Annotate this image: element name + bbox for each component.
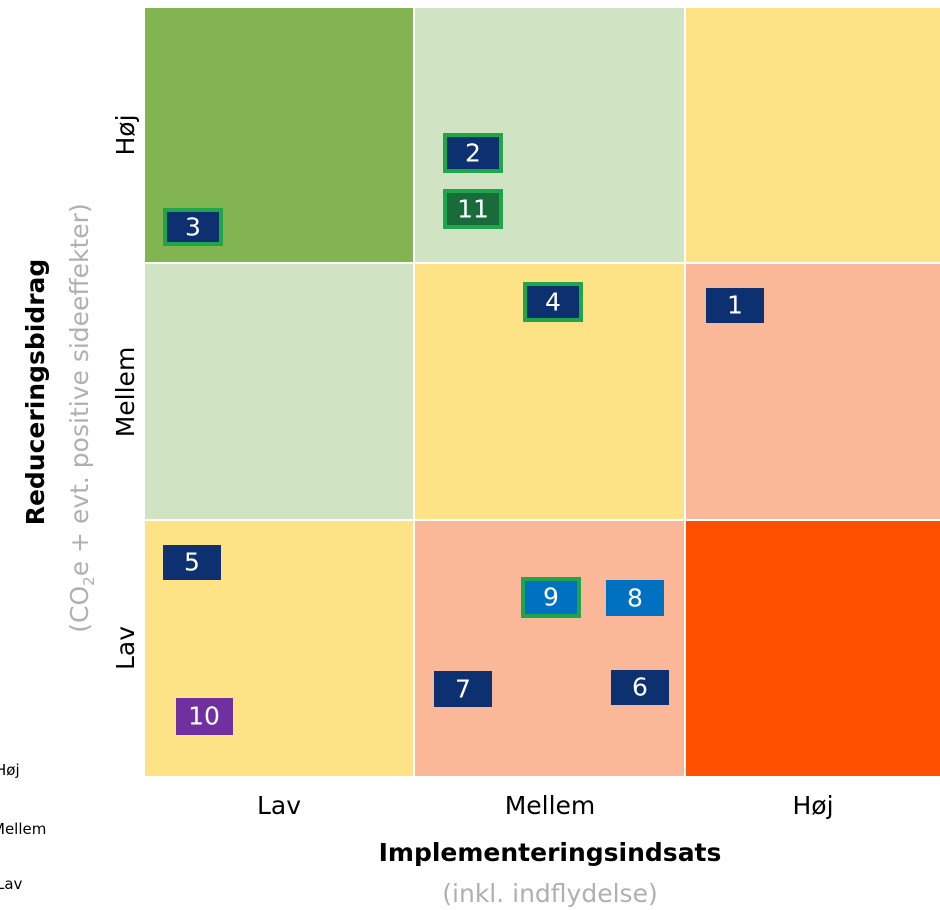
text: (CO [65,586,94,633]
box-label: 3 [185,213,201,242]
legend-text: Mellem [0,820,46,838]
box [176,698,233,735]
box [706,288,764,323]
text: e + evt. positive sideeffekter) [65,203,94,576]
x-title: Implementeringsindsats [379,838,722,867]
y-axis: Høj Mellem Lav Reduceringsbidrag (CO2e +… [21,114,140,670]
box-label: 7 [455,675,471,704]
box [443,189,503,229]
box [163,208,223,246]
box-label: 9 [543,583,559,612]
legend-text: Lav [0,875,23,893]
box-label: 8 [627,584,643,613]
cell [415,521,684,776]
x-level: Mellem [505,791,596,820]
box [606,580,664,616]
grid [145,8,940,776]
box-label: 2 [465,139,481,168]
box-label: 5 [184,548,200,577]
y-level: Mellem [111,347,140,438]
cell [145,264,413,519]
box-label: 11 [457,195,489,224]
boxes: 3 2 11 4 1 5 9 8 7 6 10 [163,133,764,735]
cell [686,8,940,262]
box-label: 1 [727,291,743,320]
side-legend: Høj Mellem Lav [0,761,46,893]
box-label: 4 [545,288,561,317]
y-title: Reduceringsbidrag [21,259,50,526]
y-level: Lav [111,626,140,670]
x-level: Lav [257,791,301,820]
legend-text: Høj [0,761,20,779]
y-subtitle: (CO2e + evt. positive sideeffekter) [65,203,98,632]
x-subtitle: (inkl. indflydelse) [442,879,657,908]
box [611,670,669,705]
x-level: Høj [792,791,833,820]
y-level: Høj [111,114,140,155]
subscript: 2 [80,576,98,586]
box [523,282,583,322]
box-label: 6 [632,673,648,702]
box [163,545,221,580]
x-axis: Lav Mellem Høj Implementeringsindsats (i… [257,791,834,908]
box [434,671,492,707]
box-label: 10 [188,702,220,731]
box [521,577,581,618]
cell [686,521,940,776]
box [443,133,503,173]
